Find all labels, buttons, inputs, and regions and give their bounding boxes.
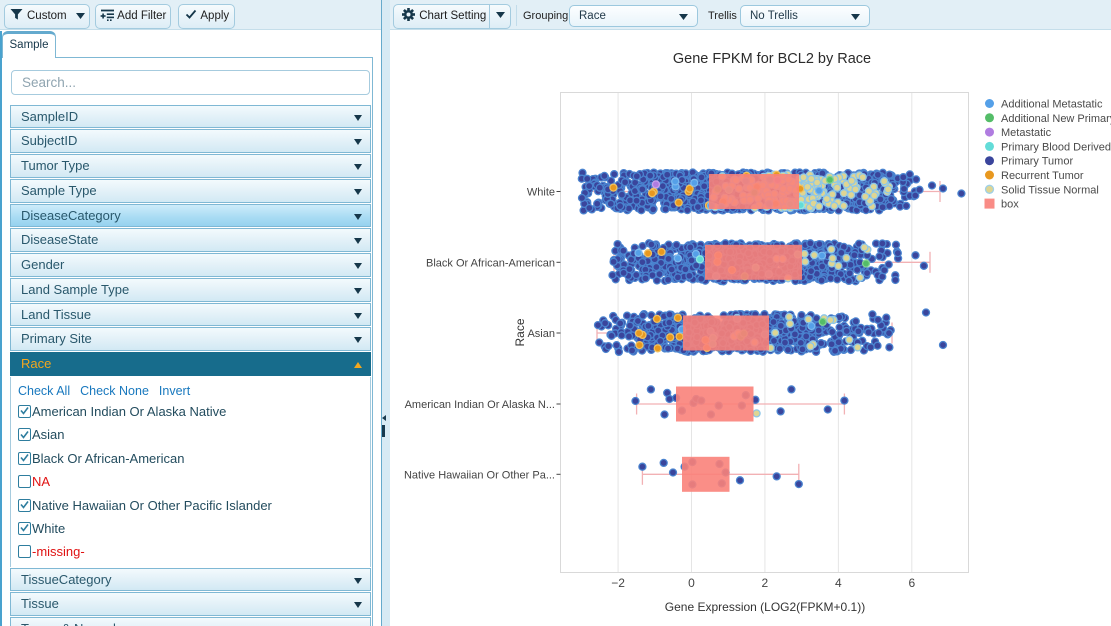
svg-text:2: 2 <box>762 576 769 590</box>
svg-text:6: 6 <box>908 576 915 590</box>
svg-text:Race: Race <box>513 318 527 346</box>
svg-text:4: 4 <box>835 576 842 590</box>
svg-text:Metastatic: Metastatic <box>1001 127 1052 139</box>
svg-text:Recurrent Tumor: Recurrent Tumor <box>1001 170 1084 182</box>
svg-text:box: box <box>1001 199 1019 211</box>
svg-text:Primary Tumor: Primary Tumor <box>1001 156 1073 168</box>
svg-text:−2: −2 <box>611 576 625 590</box>
svg-text:American Indian Or Alaska N...: American Indian Or Alaska N... <box>405 399 555 411</box>
svg-text:Primary Blood Derived Ca: Primary Blood Derived Ca <box>1001 141 1111 153</box>
svg-text:White: White <box>527 187 555 199</box>
svg-text:Solid Tissue Normal: Solid Tissue Normal <box>1001 184 1099 196</box>
svg-text:Black Or African-American: Black Or African-American <box>426 257 555 269</box>
svg-text:Additional New Primary: Additional New Primary <box>1001 113 1111 125</box>
svg-text:Native Hawaiian Or Other Pa...: Native Hawaiian Or Other Pa... <box>404 469 555 481</box>
svg-text:Additional Metastatic: Additional Metastatic <box>1001 99 1103 111</box>
svg-text:Gene FPKM for BCL2 by Race: Gene FPKM for BCL2 by Race <box>673 51 871 67</box>
svg-text:Gene Expression (LOG2(FPKM+0.1: Gene Expression (LOG2(FPKM+0.1)) <box>665 600 865 614</box>
svg-text:0: 0 <box>688 576 695 590</box>
svg-text:Asian: Asian <box>527 328 555 340</box>
